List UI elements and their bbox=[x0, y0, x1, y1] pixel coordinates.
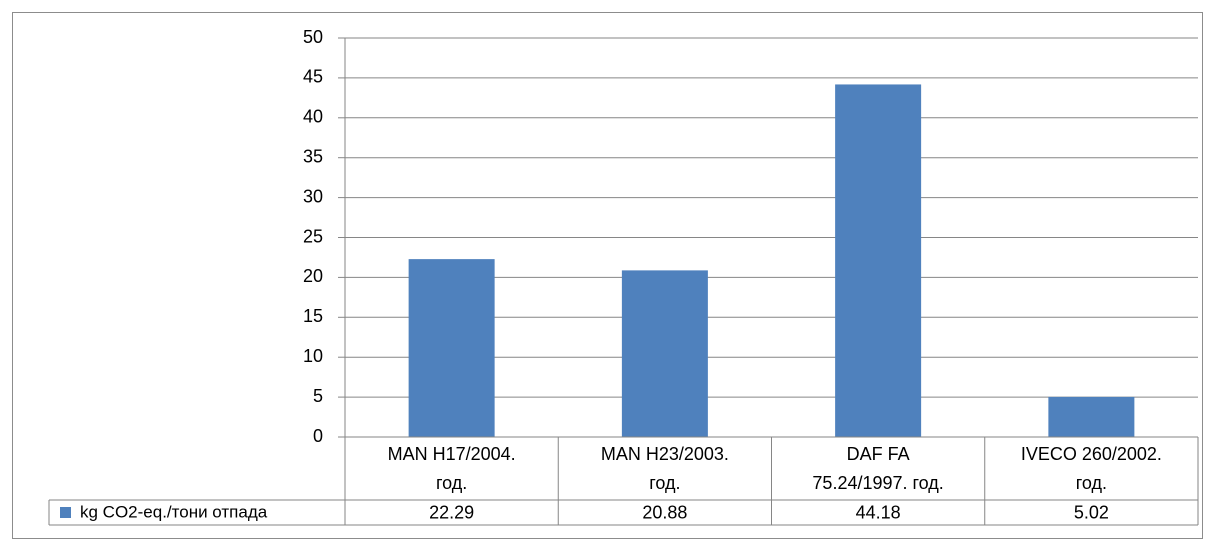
x-tick-label: MAN H17/2004. год. bbox=[388, 444, 516, 493]
x-tick-label: IVECO 260/2002. год. bbox=[1021, 444, 1162, 493]
y-tick-label: 15 bbox=[303, 306, 323, 326]
data-table-value: 20.88 bbox=[642, 502, 687, 522]
data-table-value: 5.02 bbox=[1074, 502, 1109, 522]
bar bbox=[835, 84, 922, 437]
y-tick-label: 20 bbox=[303, 266, 323, 286]
y-tick-label: 0 bbox=[313, 426, 323, 446]
data-table-value: 44.18 bbox=[856, 502, 901, 522]
y-tick-label: 50 bbox=[303, 27, 323, 47]
y-tick-label: 25 bbox=[303, 226, 323, 246]
bar bbox=[1048, 396, 1135, 437]
y-tick-label: 40 bbox=[303, 107, 323, 127]
y-tick-label: 35 bbox=[303, 146, 323, 166]
legend-key bbox=[60, 507, 71, 518]
x-tick-label: MAN H23/2003. год. bbox=[601, 444, 729, 493]
legend-label: kg CO2-eq./тони отпада bbox=[80, 502, 268, 521]
y-tick-label: 5 bbox=[313, 386, 323, 406]
y-tick-label: 30 bbox=[303, 186, 323, 206]
data-table-value: 22.29 bbox=[429, 502, 474, 522]
y-tick-label: 45 bbox=[303, 67, 323, 87]
bar bbox=[408, 259, 495, 437]
y-tick-label: 10 bbox=[303, 346, 323, 366]
chart-border bbox=[12, 12, 1203, 539]
bar bbox=[621, 270, 708, 437]
x-tick-label: DAF FA 75.24/1997. год. bbox=[812, 444, 943, 493]
